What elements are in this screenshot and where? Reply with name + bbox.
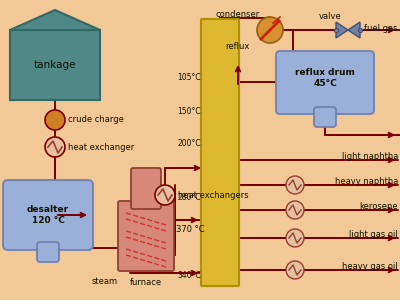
- Text: light naphtha: light naphtha: [342, 152, 398, 161]
- FancyBboxPatch shape: [201, 19, 239, 286]
- Text: reflux drum
45°C: reflux drum 45°C: [295, 68, 355, 88]
- Circle shape: [45, 137, 65, 157]
- Text: 105°C: 105°C: [177, 74, 201, 82]
- Text: 340°C: 340°C: [177, 271, 201, 280]
- Text: heavy naphtha: heavy naphtha: [335, 177, 398, 186]
- Text: furnace: furnace: [130, 278, 162, 287]
- FancyBboxPatch shape: [10, 30, 100, 100]
- Circle shape: [286, 201, 304, 219]
- Text: condenser: condenser: [215, 10, 259, 19]
- Text: kerosene: kerosene: [359, 202, 398, 211]
- Text: fuel gas: fuel gas: [364, 24, 398, 33]
- Text: 150°C: 150°C: [177, 106, 201, 116]
- Text: heavy gas oil: heavy gas oil: [342, 262, 398, 271]
- FancyBboxPatch shape: [118, 201, 174, 271]
- Text: crude charge: crude charge: [68, 116, 124, 124]
- Text: desalter
120 °C: desalter 120 °C: [27, 205, 69, 225]
- FancyBboxPatch shape: [131, 168, 161, 209]
- Circle shape: [155, 185, 175, 205]
- Text: reflux: reflux: [225, 42, 249, 51]
- Text: steam: steam: [92, 277, 118, 286]
- Circle shape: [286, 176, 304, 194]
- Text: light gas oil: light gas oil: [349, 230, 398, 239]
- Circle shape: [45, 110, 65, 130]
- Polygon shape: [10, 10, 100, 30]
- FancyBboxPatch shape: [314, 107, 336, 127]
- Polygon shape: [348, 22, 360, 38]
- Circle shape: [257, 17, 283, 43]
- Text: heat exchanger: heat exchanger: [68, 142, 134, 152]
- Text: tankage: tankage: [34, 60, 76, 70]
- FancyBboxPatch shape: [3, 180, 93, 250]
- Text: heat exchangers: heat exchangers: [178, 190, 249, 200]
- Text: 200°C: 200°C: [177, 139, 201, 148]
- FancyBboxPatch shape: [37, 242, 59, 262]
- FancyBboxPatch shape: [276, 51, 374, 114]
- Polygon shape: [336, 22, 348, 38]
- Text: 280°C: 280°C: [178, 194, 201, 202]
- Circle shape: [286, 229, 304, 247]
- Circle shape: [286, 261, 304, 279]
- Text: valve: valve: [319, 12, 341, 21]
- Text: 370 °C: 370 °C: [176, 225, 205, 234]
